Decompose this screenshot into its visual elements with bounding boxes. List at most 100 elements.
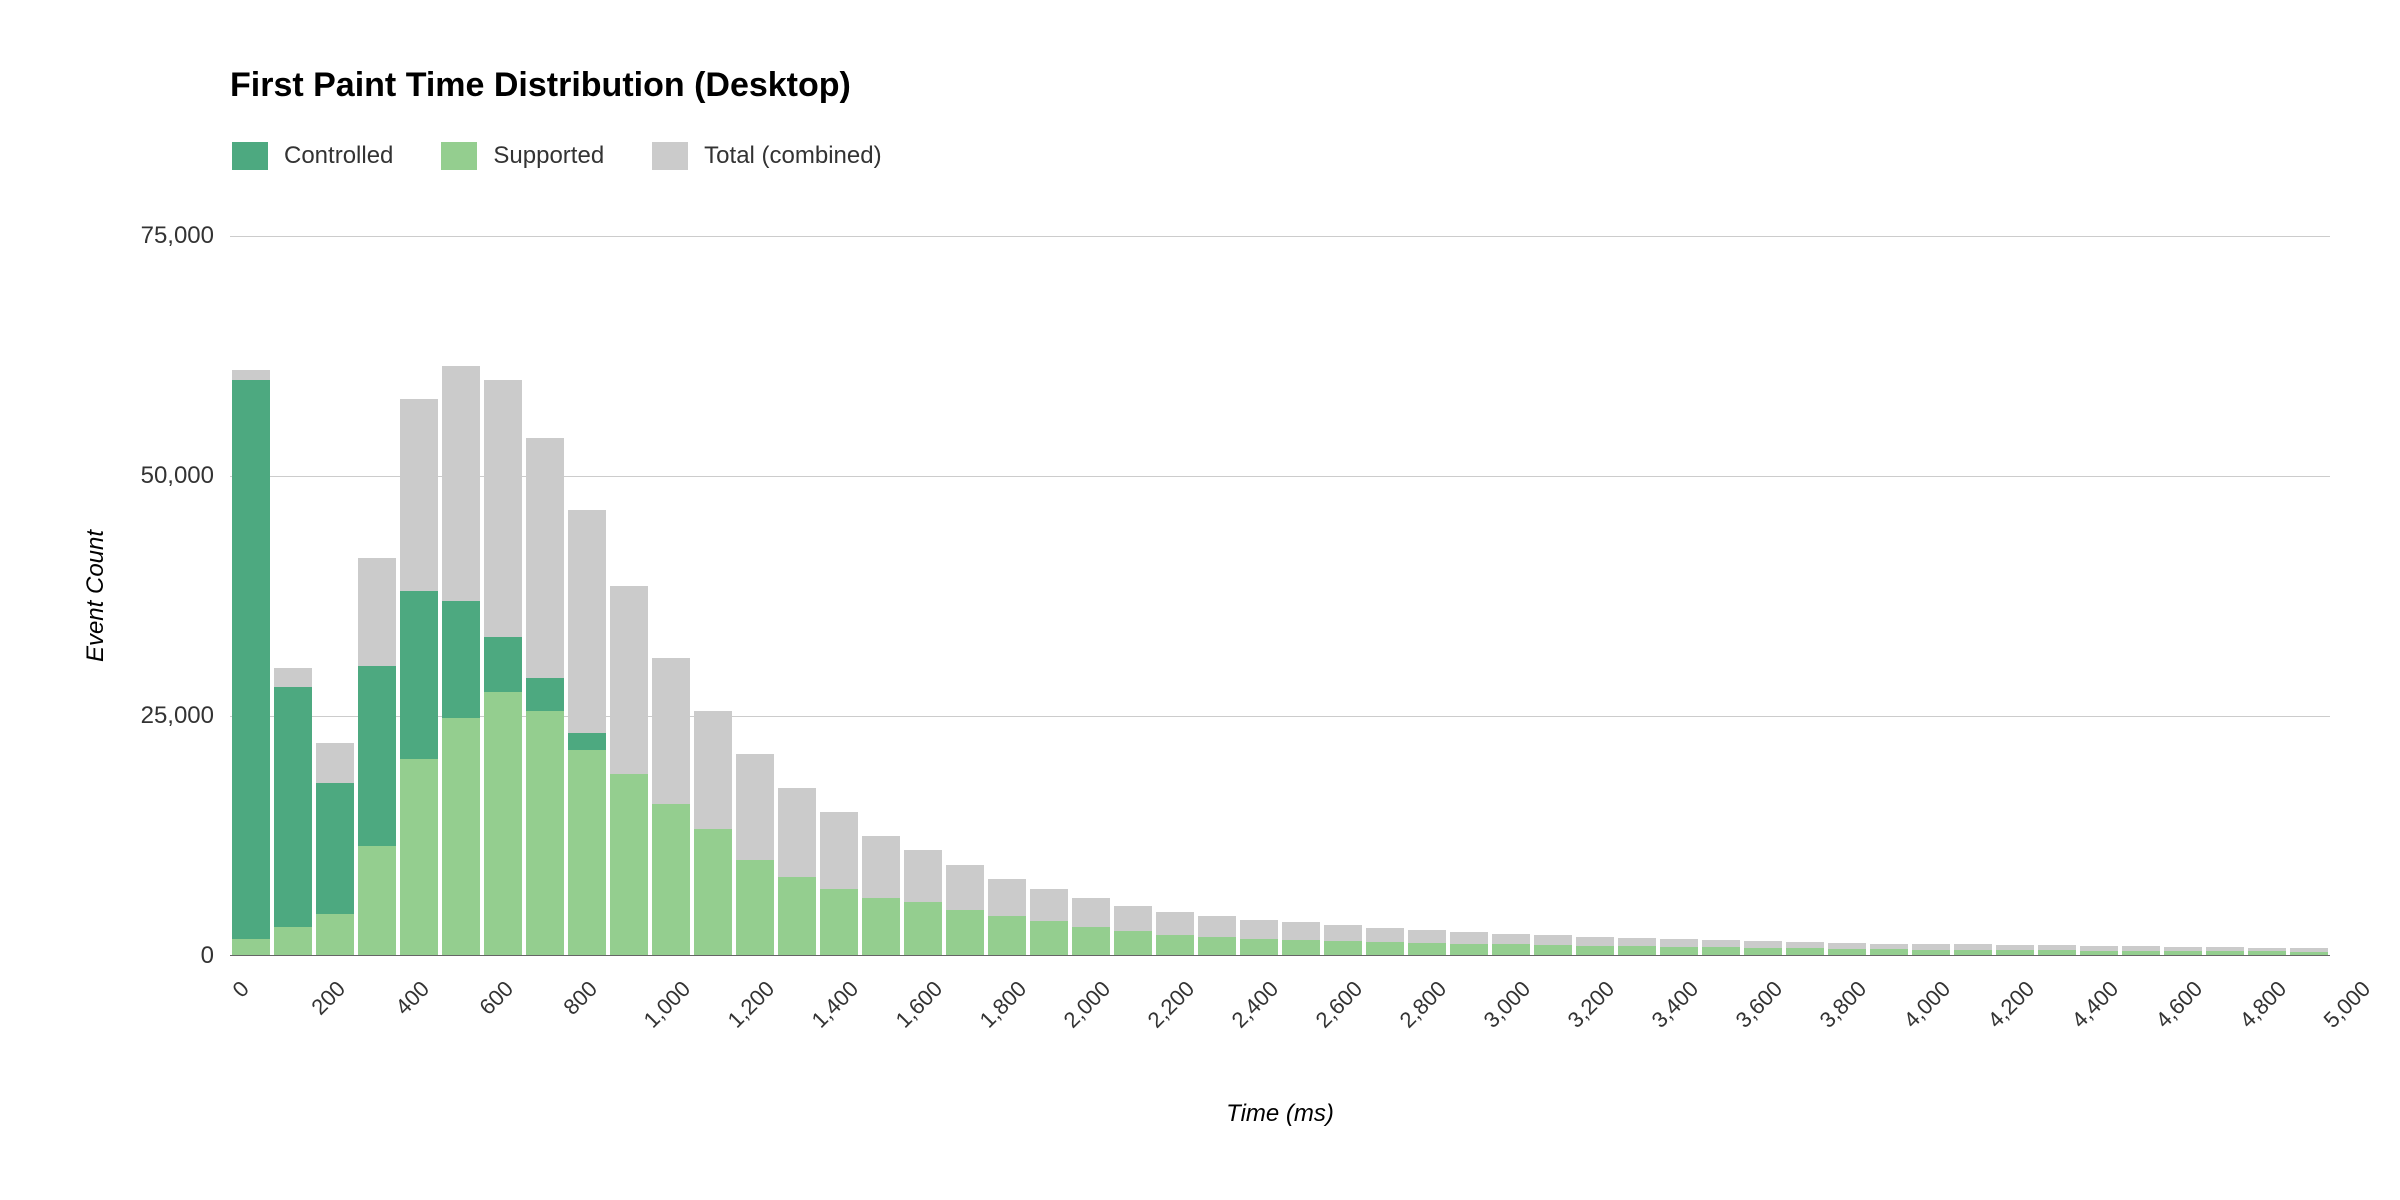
bar-slot bbox=[230, 236, 272, 956]
bar-slot bbox=[1322, 236, 1364, 956]
legend-label: Total (combined) bbox=[704, 142, 881, 170]
bar-supported bbox=[820, 889, 858, 956]
x-tick-label: 800 bbox=[558, 976, 602, 1020]
x-tick-label: 600 bbox=[474, 976, 518, 1020]
bar-slot bbox=[566, 236, 608, 956]
x-tick-label: 5,000 bbox=[2319, 976, 2376, 1033]
bar-supported bbox=[1156, 935, 1194, 956]
bar-slot bbox=[314, 236, 356, 956]
bar-supported bbox=[862, 898, 900, 956]
y-tick-label: 50,000 bbox=[141, 462, 214, 490]
bar-slot bbox=[776, 236, 818, 956]
bar-slot bbox=[1490, 236, 1532, 956]
legend-swatch bbox=[441, 142, 477, 170]
bar-slot bbox=[2078, 236, 2120, 956]
x-axis-title: Time (ms) bbox=[1226, 1100, 1334, 1128]
x-tick-label: 1,600 bbox=[891, 976, 948, 1033]
bar-supported bbox=[568, 750, 606, 956]
bar-supported bbox=[778, 877, 816, 956]
bar-supported bbox=[904, 902, 942, 956]
bar-controlled bbox=[232, 380, 270, 956]
x-tick-label: 2,400 bbox=[1227, 976, 1284, 1033]
bar-slot bbox=[1700, 236, 1742, 956]
bar-supported bbox=[1282, 940, 1320, 956]
bar-slot bbox=[1028, 236, 1070, 956]
bar-supported bbox=[1198, 937, 1236, 956]
bar-supported bbox=[1408, 943, 1446, 956]
bar-supported bbox=[316, 914, 354, 956]
chart-container: First Paint Time Distribution (Desktop) … bbox=[0, 0, 2400, 1200]
x-tick-label: 4,600 bbox=[2151, 976, 2208, 1033]
bar-supported bbox=[1114, 931, 1152, 956]
bar-slot bbox=[1658, 236, 1700, 956]
bar-supported bbox=[232, 939, 270, 956]
legend-label: Supported bbox=[493, 142, 604, 170]
bar-supported bbox=[442, 718, 480, 956]
bar-slot bbox=[860, 236, 902, 956]
bar-slot bbox=[1868, 236, 1910, 956]
bar-slot bbox=[1994, 236, 2036, 956]
x-tick-label: 4,400 bbox=[2067, 976, 2124, 1033]
bar-supported bbox=[946, 910, 984, 956]
bar-slot bbox=[2120, 236, 2162, 956]
bar-supported bbox=[400, 759, 438, 956]
x-tick-label: 0 bbox=[227, 976, 254, 1003]
bar-slot bbox=[1532, 236, 1574, 956]
plot-area bbox=[230, 236, 2330, 956]
bar-slot bbox=[902, 236, 944, 956]
bar-slot bbox=[524, 236, 566, 956]
legend-item: Supported bbox=[441, 142, 604, 170]
bar-controlled bbox=[274, 687, 312, 956]
x-tick-label: 3,800 bbox=[1815, 976, 1872, 1033]
chart-title: First Paint Time Distribution (Desktop) bbox=[230, 66, 851, 105]
y-tick-label: 0 bbox=[201, 942, 214, 970]
x-tick-label: 4,800 bbox=[2235, 976, 2292, 1033]
bar-supported bbox=[274, 927, 312, 956]
bar-slot bbox=[692, 236, 734, 956]
x-tick-label: 1,000 bbox=[639, 976, 696, 1033]
x-tick-label: 3,200 bbox=[1563, 976, 1620, 1033]
bar-slot bbox=[1448, 236, 1490, 956]
bar-slot bbox=[356, 236, 398, 956]
bar-slot bbox=[1616, 236, 1658, 956]
bar-supported bbox=[736, 860, 774, 956]
bar-supported bbox=[358, 846, 396, 956]
bar-slot bbox=[1574, 236, 1616, 956]
bar-slot bbox=[1364, 236, 1406, 956]
bar-supported bbox=[1366, 942, 1404, 956]
x-tick-label: 2,600 bbox=[1311, 976, 1368, 1033]
bar-supported bbox=[1240, 939, 1278, 956]
legend: ControlledSupportedTotal (combined) bbox=[232, 142, 882, 170]
bar-supported bbox=[1324, 941, 1362, 956]
bar-slot bbox=[2246, 236, 2288, 956]
bar-slot bbox=[440, 236, 482, 956]
bar-slot bbox=[2162, 236, 2204, 956]
x-axis-ticks: 0 200 400 600 800 1,000 1,200 1,400 1,600 1,800 2,… bbox=[230, 976, 2330, 1076]
bar-slot bbox=[1406, 236, 1448, 956]
bar-supported bbox=[988, 916, 1026, 956]
y-axis-ticks: 025,00050,00075,000 bbox=[0, 236, 214, 956]
x-tick-label: 1,400 bbox=[807, 976, 864, 1033]
x-tick-label: 400 bbox=[390, 976, 434, 1020]
x-tick-label: 200 bbox=[306, 976, 350, 1020]
bar-slot bbox=[1742, 236, 1784, 956]
bars-group bbox=[230, 236, 2330, 956]
bar-slot bbox=[272, 236, 314, 956]
x-tick-label: 4,200 bbox=[1983, 976, 2040, 1033]
bar-slot bbox=[650, 236, 692, 956]
bar-slot bbox=[2288, 236, 2330, 956]
bar-slot bbox=[944, 236, 986, 956]
bar-slot bbox=[1070, 236, 1112, 956]
bar-slot bbox=[818, 236, 860, 956]
x-tick-label: 2,200 bbox=[1143, 976, 1200, 1033]
bar-supported bbox=[484, 692, 522, 956]
x-tick-label: 1,800 bbox=[975, 976, 1032, 1033]
bar-supported bbox=[1030, 921, 1068, 956]
bar-slot bbox=[1238, 236, 1280, 956]
bar-supported bbox=[694, 829, 732, 956]
bar-supported bbox=[610, 774, 648, 956]
legend-item: Total (combined) bbox=[652, 142, 881, 170]
bar-supported bbox=[1072, 927, 1110, 956]
bar-slot bbox=[1784, 236, 1826, 956]
x-tick-label: 1,200 bbox=[723, 976, 780, 1033]
